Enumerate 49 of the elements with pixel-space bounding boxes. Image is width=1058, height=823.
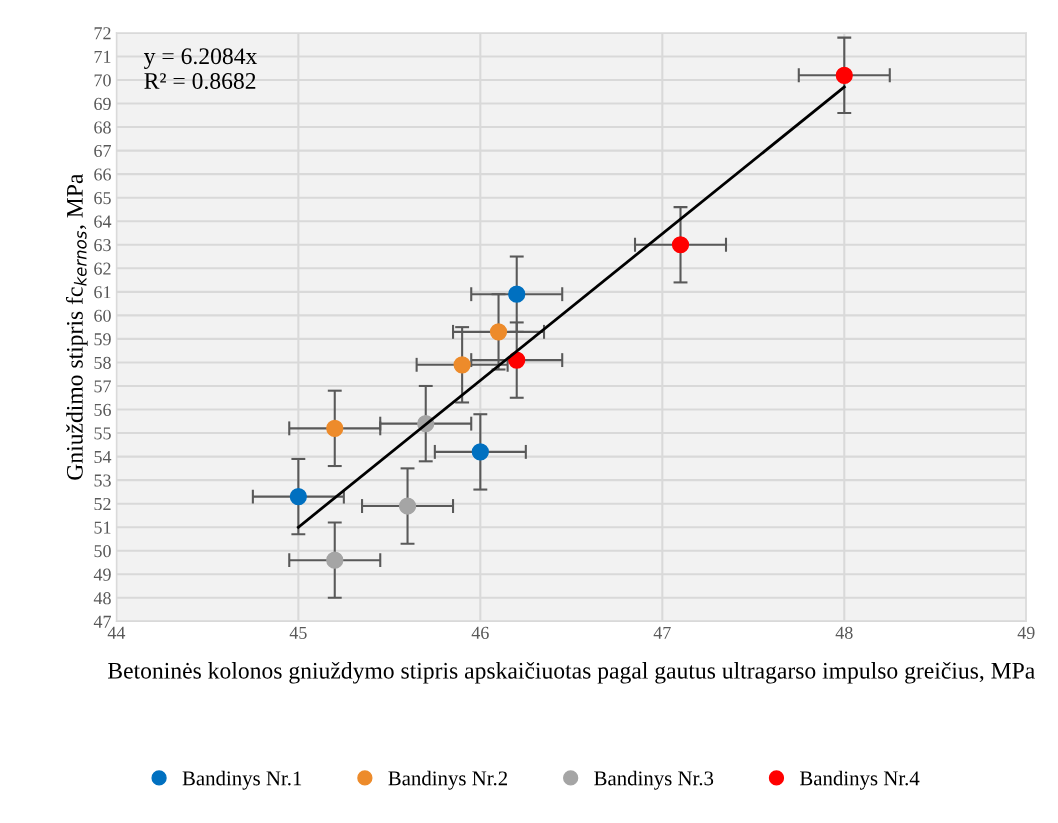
y-tick-label: 48 xyxy=(93,592,111,605)
x-tick-label: 44 xyxy=(107,626,126,639)
legend-label: Bandinys Nr.3 xyxy=(594,770,714,790)
x-tick-label: 46 xyxy=(471,626,489,639)
point xyxy=(671,236,690,254)
y-tick-label: 51 xyxy=(94,521,111,534)
point xyxy=(398,497,417,515)
legend-label: Bandinys Nr.1 xyxy=(182,770,302,790)
y-tick-label: 54 xyxy=(94,450,112,464)
y-tick-label: 55 xyxy=(94,427,111,440)
y-tick-label: 71 xyxy=(94,50,111,63)
y-tick-label: 47 xyxy=(93,615,111,628)
y-tick-label: 50 xyxy=(94,545,111,558)
point xyxy=(453,356,471,374)
y-tick-label: 62 xyxy=(94,262,111,275)
x-tick-label: 49 xyxy=(1017,626,1035,639)
y-tick-label: 57 xyxy=(94,380,111,393)
y-tick-label: 63 xyxy=(94,239,111,252)
y-tick-label: 70 xyxy=(94,74,111,87)
x-tick-label: 47 xyxy=(653,626,671,639)
legend-label: Bandinys Nr.2 xyxy=(388,770,508,790)
x-tick-label: 45 xyxy=(289,626,307,639)
point xyxy=(835,66,853,84)
y-tick-label: 72 xyxy=(94,27,111,40)
point xyxy=(326,551,344,569)
annotation: y = 6.2084x R² = 0.8682 xyxy=(143,48,258,90)
y-tick-label: 68 xyxy=(94,121,111,134)
point xyxy=(508,285,526,303)
y-tick-label: 49 xyxy=(93,568,111,581)
x-tick-label: 48 xyxy=(835,626,853,639)
y-tick-label: 60 xyxy=(94,309,111,322)
y-tick-label: 56 xyxy=(94,403,111,416)
x-axis-title: Betoninės kolonos gniuždymo stipris apskaičiuotas pagal gautus ultragarso impulso greičius, MPa xyxy=(108,662,1035,684)
point xyxy=(289,488,307,506)
y-tick-label: 58 xyxy=(94,356,111,369)
y-tick-label: 61 xyxy=(94,286,111,299)
y-tick-label: 53 xyxy=(94,474,111,487)
point xyxy=(326,419,344,437)
y-tick-label: 52 xyxy=(94,497,111,511)
y-axis-title: Gniuždimo stipris fc$_{kernos}$, MPa xyxy=(65,173,88,480)
y-tick-label: 59 xyxy=(94,333,111,346)
y-tick-label: 66 xyxy=(94,168,111,181)
point xyxy=(471,443,489,461)
y-tick-label: 69 xyxy=(94,97,111,110)
y-tick-label: 64 xyxy=(94,215,112,228)
y-tick-label: 67 xyxy=(94,144,111,158)
y-tick-label: 65 xyxy=(94,191,111,205)
legend-label: Bandinys Nr.4 xyxy=(799,770,920,790)
point xyxy=(489,323,508,341)
